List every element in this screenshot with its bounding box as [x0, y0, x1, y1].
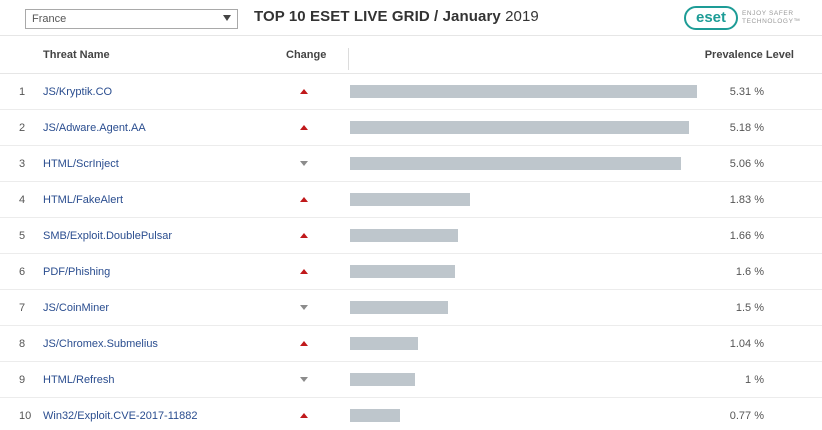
trend-up-icon	[300, 233, 308, 238]
threat-name-link[interactable]: JS/Adware.Agent.AA	[43, 122, 146, 134]
eset-logo-tagline: ENJOY SAFER TECHNOLOGY™	[742, 10, 801, 25]
threat-name-link[interactable]: SMB/Exploit.DoublePulsar	[43, 230, 173, 242]
trend-down-icon	[300, 305, 308, 310]
table-row: 4 HTML/FakeAlert 1.83 %	[0, 182, 822, 218]
row-rank: 1	[19, 86, 26, 98]
prevalence-value: 5.31 %	[729, 86, 764, 98]
table-row: 1 JS/Kryptik.CO 5.31 %	[0, 74, 822, 110]
prevalence-value: 1.83 %	[729, 194, 764, 206]
trend-up-icon	[300, 269, 308, 274]
trend-up-icon	[300, 125, 308, 130]
prevalence-bar	[350, 301, 448, 314]
prevalence-bar	[350, 85, 697, 98]
table-row: 5 SMB/Exploit.DoublePulsar 1.66 %	[0, 218, 822, 254]
table-row: 10 Win32/Exploit.CVE-2017-11882 0.77 %	[0, 398, 822, 430]
row-rank: 5	[19, 230, 26, 242]
table-row: 7 JS/CoinMiner 1.5 %	[0, 290, 822, 326]
prevalence-bar	[350, 157, 681, 170]
threat-name-link[interactable]: JS/Chromex.Submelius	[43, 338, 158, 350]
row-rank: 9	[19, 374, 26, 386]
country-select[interactable]: France	[25, 9, 238, 29]
table-header: Threat Name Change Prevalence Level	[0, 36, 822, 74]
column-header-change: Change	[286, 49, 327, 61]
title-main: TOP 10 ESET LIVE GRID /	[254, 8, 439, 25]
row-rank: 8	[19, 338, 26, 350]
prevalence-value: 5.06 %	[729, 158, 764, 170]
prevalence-bar	[350, 193, 470, 206]
chevron-down-icon[interactable]	[223, 15, 231, 21]
column-header-prevalence: Prevalence Level	[704, 49, 794, 61]
prevalence-bar	[350, 373, 415, 386]
row-rank: 4	[19, 194, 26, 206]
threat-name-link[interactable]: JS/Kryptik.CO	[43, 86, 113, 98]
title-year: 2019	[505, 8, 539, 25]
threat-name-link[interactable]: Win32/Exploit.CVE-2017-11882	[43, 410, 198, 422]
row-rank: 2	[19, 122, 26, 134]
column-divider	[348, 48, 349, 70]
trend-up-icon	[300, 89, 308, 94]
row-rank: 3	[19, 158, 26, 170]
country-select-value: France	[32, 13, 67, 25]
row-rank: 7	[19, 302, 26, 314]
row-rank: 10	[19, 410, 32, 422]
threat-table-body: 1 JS/Kryptik.CO 5.31 % 2 JS/Adware.Agent.AA 5…	[0, 74, 822, 430]
title-month: January	[442, 8, 501, 25]
prevalence-bar	[350, 121, 689, 134]
trend-up-icon	[300, 341, 308, 346]
threat-name-link[interactable]: HTML/ScrInject	[43, 158, 119, 170]
eset-logo: eset ENJOY SAFER TECHNOLOGY™	[684, 6, 810, 30]
prevalence-value: 1.5 %	[735, 302, 764, 314]
table-row: 8 JS/Chromex.Submelius 1.04 %	[0, 326, 822, 362]
table-row: 3 HTML/ScrInject 5.06 %	[0, 146, 822, 182]
threat-name-link[interactable]: HTML/Refresh	[43, 374, 115, 386]
threat-name-link[interactable]: PDF/Phishing	[43, 266, 111, 278]
prevalence-value: 1.66 %	[729, 230, 764, 242]
prevalence-bar	[350, 409, 400, 422]
trend-up-icon	[300, 197, 308, 202]
trend-down-icon	[300, 377, 308, 382]
prevalence-value: 1.04 %	[729, 338, 764, 350]
prevalence-bar	[350, 265, 455, 278]
eset-logo-badge: eset	[684, 6, 738, 30]
trend-up-icon	[300, 413, 308, 418]
prevalence-value: 1 %	[745, 374, 764, 386]
threat-name-link[interactable]: HTML/FakeAlert	[43, 194, 124, 206]
table-row: 9 HTML/Refresh 1 %	[0, 362, 822, 398]
threat-name-link[interactable]: JS/CoinMiner	[43, 302, 110, 314]
prevalence-value: 0.77 %	[729, 410, 764, 422]
prevalence-bar	[350, 229, 458, 242]
prevalence-bar	[350, 337, 418, 350]
prevalence-value: 1.6 %	[735, 266, 764, 278]
table-row: 6 PDF/Phishing 1.6 %	[0, 254, 822, 290]
trend-down-icon	[300, 161, 308, 166]
prevalence-value: 5.18 %	[729, 122, 764, 134]
page-title: TOP 10 ESET LIVE GRID / January 2019	[254, 8, 539, 25]
top-bar: France TOP 10 ESET LIVE GRID / January 2…	[0, 0, 822, 36]
row-rank: 6	[19, 266, 26, 278]
table-row: 2 JS/Adware.Agent.AA 5.18 %	[0, 110, 822, 146]
column-header-threat-name: Threat Name	[43, 49, 110, 61]
